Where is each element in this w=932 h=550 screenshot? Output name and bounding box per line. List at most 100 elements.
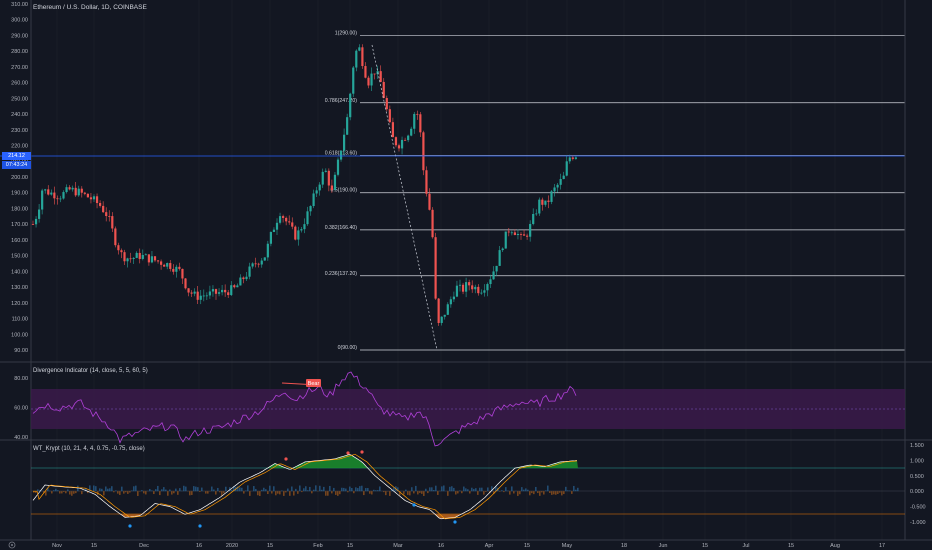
- wt-histogram-bar: [257, 491, 259, 496]
- wt-histogram-bar: [61, 491, 63, 494]
- candle-body: [117, 245, 120, 251]
- candle-body: [538, 199, 541, 214]
- wt-histogram-bar: [37, 489, 39, 492]
- candle-body: [172, 268, 175, 272]
- candle-body: [385, 97, 388, 110]
- candle-body: [504, 231, 507, 249]
- fibonacci-retracement[interactable]: 1(290.00)0.786(247.20)0.618(213.60)0.5(1…: [325, 30, 905, 351]
- price-axis[interactable]: 310.00 300.00 290.00 280.00 270.00 260.00 250.…: [11, 2, 28, 354]
- candle-body: [407, 135, 410, 141]
- wt-histogram-bar: [539, 491, 541, 496]
- wt-histogram-bar: [411, 487, 413, 492]
- candle-body: [34, 218, 38, 225]
- wt-axis[interactable]: 1.500 1.000 0.500 0.000 -0.500 -1.000: [910, 443, 926, 526]
- fib-level-label: 0.786(247.20): [325, 98, 358, 104]
- wt-histogram-bar: [299, 485, 301, 492]
- wt-histogram-bar: [425, 488, 427, 492]
- wt-histogram-bar: [325, 491, 327, 496]
- wt-histogram-bar: [277, 491, 279, 494]
- wt-histogram-bar: [81, 491, 83, 495]
- wt-histogram-bar: [189, 491, 191, 496]
- time-axis-label: 17: [879, 543, 885, 549]
- price-axis-label: 240.00: [11, 112, 28, 118]
- wt-histogram-bar: [195, 486, 197, 492]
- wt-indicator-title[interactable]: WT_Krypt (10, 21, 4, 4, 0.75, -0.75, clo…: [33, 446, 145, 452]
- wt-histogram-bar: [527, 489, 529, 492]
- wt-histogram-bar: [69, 491, 71, 495]
- wt-histogram-bar: [273, 486, 275, 492]
- wt-histogram-bar: [479, 487, 481, 492]
- wt-histogram-bar: [155, 489, 157, 492]
- rsi-axis[interactable]: 80.00 60.00 40.00: [14, 376, 28, 441]
- settings-gear-icon[interactable]: [8, 541, 16, 549]
- wt-histogram-bar: [161, 489, 163, 492]
- wt-histogram-bar: [231, 489, 233, 492]
- wt-histogram-bar: [471, 487, 473, 492]
- wt-histogram-bar: [467, 489, 469, 492]
- candle-body: [568, 157, 571, 162]
- candle-body: [294, 226, 297, 240]
- price-axis-label: 180.00: [11, 206, 28, 212]
- time-axis-label: 15: [702, 543, 708, 549]
- wt-histogram-bar: [567, 490, 569, 492]
- candle-body: [53, 192, 56, 199]
- wt-histogram-bar: [455, 491, 457, 495]
- wt-histogram-bar: [419, 491, 421, 493]
- divergence-indicator-title[interactable]: Divergence Indicator (14, close, 5, 5, 6…: [33, 368, 148, 374]
- candle-body: [495, 265, 498, 272]
- fib-trend-line[interactable]: [371, 44, 438, 351]
- candle-body: [544, 200, 547, 205]
- wt-histogram-bar: [339, 491, 341, 495]
- wt-histogram-bar: [577, 487, 579, 492]
- candle-body: [556, 184, 559, 188]
- wt-histogram-bar: [431, 487, 433, 492]
- time-axis[interactable]: Nov 15 Dec 16 2020 15 Feb 15 Mar 16 Apr 15 May 18 Jun 1…: [52, 543, 885, 549]
- candle-body: [306, 211, 309, 225]
- wt-histogram-bar: [541, 491, 543, 493]
- candle-body: [153, 256, 157, 261]
- wt-histogram-bar: [403, 491, 405, 495]
- wt-histogram-bar: [239, 487, 241, 492]
- price-axis-label: 260.00: [11, 81, 28, 87]
- candle-body: [571, 157, 574, 159]
- candle-body: [275, 222, 279, 230]
- wt-histogram-bar: [217, 487, 219, 492]
- candle-body: [138, 252, 141, 259]
- wt-histogram-bar: [563, 491, 565, 495]
- wt-histogram-bar: [135, 485, 137, 492]
- candle-body: [233, 285, 236, 288]
- candle-body: [68, 187, 71, 190]
- wt-histogram-bar: [201, 487, 203, 492]
- wt-histogram-bar: [207, 491, 209, 494]
- time-axis-label: 15: [267, 543, 273, 549]
- wt-histogram-bar: [385, 491, 387, 496]
- candle-body: [425, 170, 428, 194]
- candle-body: [202, 295, 205, 297]
- candle-body: [65, 187, 68, 193]
- wt-histogram-bar: [465, 488, 467, 492]
- candle-body: [83, 192, 86, 194]
- wt-histogram-bar: [265, 489, 267, 492]
- wt-histogram-bar: [301, 491, 303, 493]
- wt-histogram-bar: [413, 491, 415, 494]
- wt-histogram-bar: [197, 487, 199, 492]
- time-axis-label: Mar: [393, 543, 403, 549]
- candle-body: [400, 139, 404, 149]
- wt-histogram-bar: [57, 490, 59, 492]
- wt-histogram-bar: [241, 487, 243, 492]
- wt-histogram-bar: [327, 491, 329, 496]
- wt-histogram-bar: [511, 486, 513, 492]
- wt-histogram-bar: [133, 486, 135, 492]
- wt-histogram-bar: [285, 491, 287, 493]
- wt-histogram-bar: [335, 491, 337, 495]
- wt-histogram-bar: [53, 490, 55, 492]
- candle-body: [114, 228, 117, 246]
- candle-body: [108, 216, 111, 217]
- candle-body: [99, 203, 102, 206]
- wt-histogram-bar: [105, 486, 107, 492]
- price-axis-label: 120.00: [11, 301, 28, 307]
- wt-histogram-bar: [73, 491, 75, 494]
- wt-histogram-bar: [443, 485, 445, 492]
- wt-histogram-bar: [113, 491, 115, 493]
